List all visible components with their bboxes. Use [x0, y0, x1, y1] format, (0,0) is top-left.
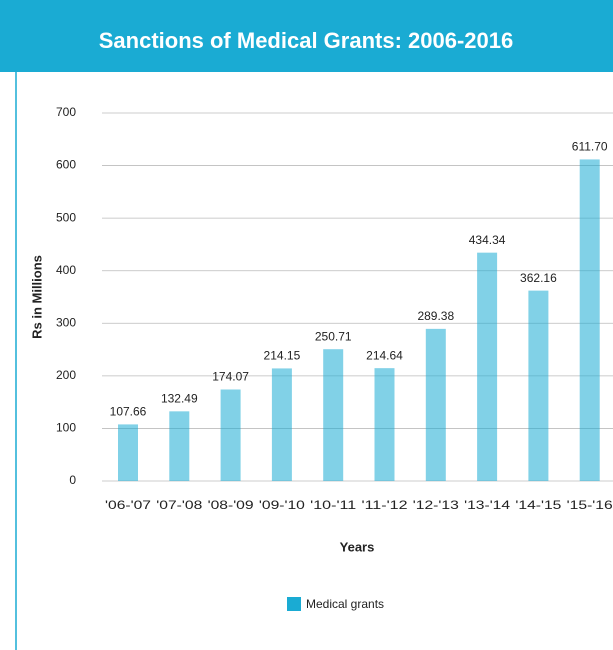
data-label: 132.49 [161, 392, 198, 406]
x-tick-label: '11-'12 [362, 498, 408, 512]
y-tick-label: 0 [69, 473, 76, 487]
bar [579, 159, 600, 481]
chart-title: Sanctions of Medical Grants: 2006-2016 [99, 28, 514, 53]
bar [477, 252, 498, 481]
bar [323, 349, 344, 481]
y-tick-label: 500 [56, 210, 76, 224]
y-tick-label: 600 [56, 158, 76, 172]
x-tick-label: '09-'10 [259, 498, 305, 512]
y-axis-title: Rs in Millions [29, 255, 44, 339]
y-tick-label: 300 [56, 315, 76, 329]
data-label: 174.07 [212, 370, 249, 384]
bar [169, 411, 190, 481]
bar [528, 290, 549, 481]
x-tick-label: '08-'09 [208, 498, 254, 512]
bar [271, 368, 292, 481]
x-tick-label: '14-'15 [515, 498, 561, 512]
data-label: 611.70 [572, 140, 608, 154]
bar [374, 368, 395, 481]
x-tick-label: '13-'14 [464, 498, 510, 512]
data-label: 289.38 [417, 309, 454, 323]
legend-swatch [287, 597, 301, 611]
title-banner [0, 0, 613, 72]
data-label: 250.71 [315, 329, 352, 343]
x-tick-label: '12-'13 [413, 498, 459, 512]
x-tick-label: '06-'07 [105, 498, 151, 512]
bar [220, 389, 241, 481]
bar [425, 328, 446, 481]
data-label: 214.64 [366, 348, 403, 362]
y-tick-label: 400 [56, 263, 76, 277]
data-label: 362.16 [520, 271, 557, 285]
legend-label: Medical grants [306, 597, 384, 611]
x-tick-label: '10-'11 [310, 498, 356, 512]
x-tick-label: '07-'08 [156, 498, 202, 512]
data-label: 214.15 [264, 349, 301, 363]
y-tick-label: 200 [56, 368, 76, 382]
data-label: 434.34 [469, 233, 506, 247]
y-tick-label: 100 [56, 421, 76, 435]
data-label: 107.66 [110, 405, 147, 419]
x-tick-label: '15-'16 [567, 498, 613, 512]
y-tick-label: 700 [56, 105, 76, 119]
bar [118, 424, 138, 481]
x-axis-title: Years [340, 539, 375, 554]
